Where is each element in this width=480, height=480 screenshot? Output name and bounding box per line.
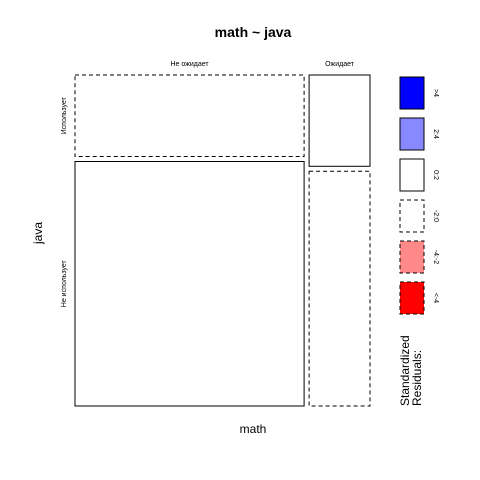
mosaic-cells bbox=[74, 74, 371, 407]
legend-swatch-1 bbox=[399, 76, 425, 110]
y-category-label-использует: Использует bbox=[61, 96, 68, 134]
mosaic-cell-не-ожидает-не-использует bbox=[74, 161, 305, 407]
legend-label-5: -4:-2 bbox=[432, 250, 439, 265]
y-axis-title: java bbox=[31, 222, 45, 245]
legend-swatch-4 bbox=[399, 199, 425, 233]
mosaic-cell-ожидает-использует bbox=[308, 74, 371, 167]
legend-swatch-6 bbox=[399, 281, 425, 315]
legend-title-line-2: Residuals: bbox=[410, 350, 424, 406]
legend: >4 2:4 0:2 -2:0 -4:-2 <-4 StandardizedResidual… bbox=[398, 76, 439, 406]
legend-label-6: <-4 bbox=[432, 293, 439, 303]
legend-swatch-2 bbox=[399, 117, 425, 151]
legend-title-line-1: Standardized bbox=[398, 335, 412, 406]
x-category-label-не-ожидает: Не ожидает bbox=[170, 61, 209, 68]
legend-label-4: -2:0 bbox=[432, 210, 439, 222]
chart-title: math ~ java bbox=[215, 24, 292, 40]
legend-swatch-5 bbox=[399, 240, 425, 274]
y-category-label-не-использует: Не использует bbox=[61, 259, 68, 307]
legend-swatch-3 bbox=[399, 158, 425, 192]
mosaic-cell-ожидает-не-использует bbox=[308, 170, 371, 407]
legend-label-3: 0:2 bbox=[432, 170, 439, 180]
legend-label-2: 2:4 bbox=[432, 129, 439, 139]
x-category-label-ожидает: Ожидает bbox=[325, 61, 355, 68]
category-labels: Не ожидает Ожидает Использует Не использует bbox=[61, 61, 355, 307]
x-axis-title: math bbox=[240, 422, 267, 436]
mosaic-cell-не-ожидает-использует bbox=[74, 74, 305, 157]
legend-label-1: >4 bbox=[432, 89, 439, 97]
